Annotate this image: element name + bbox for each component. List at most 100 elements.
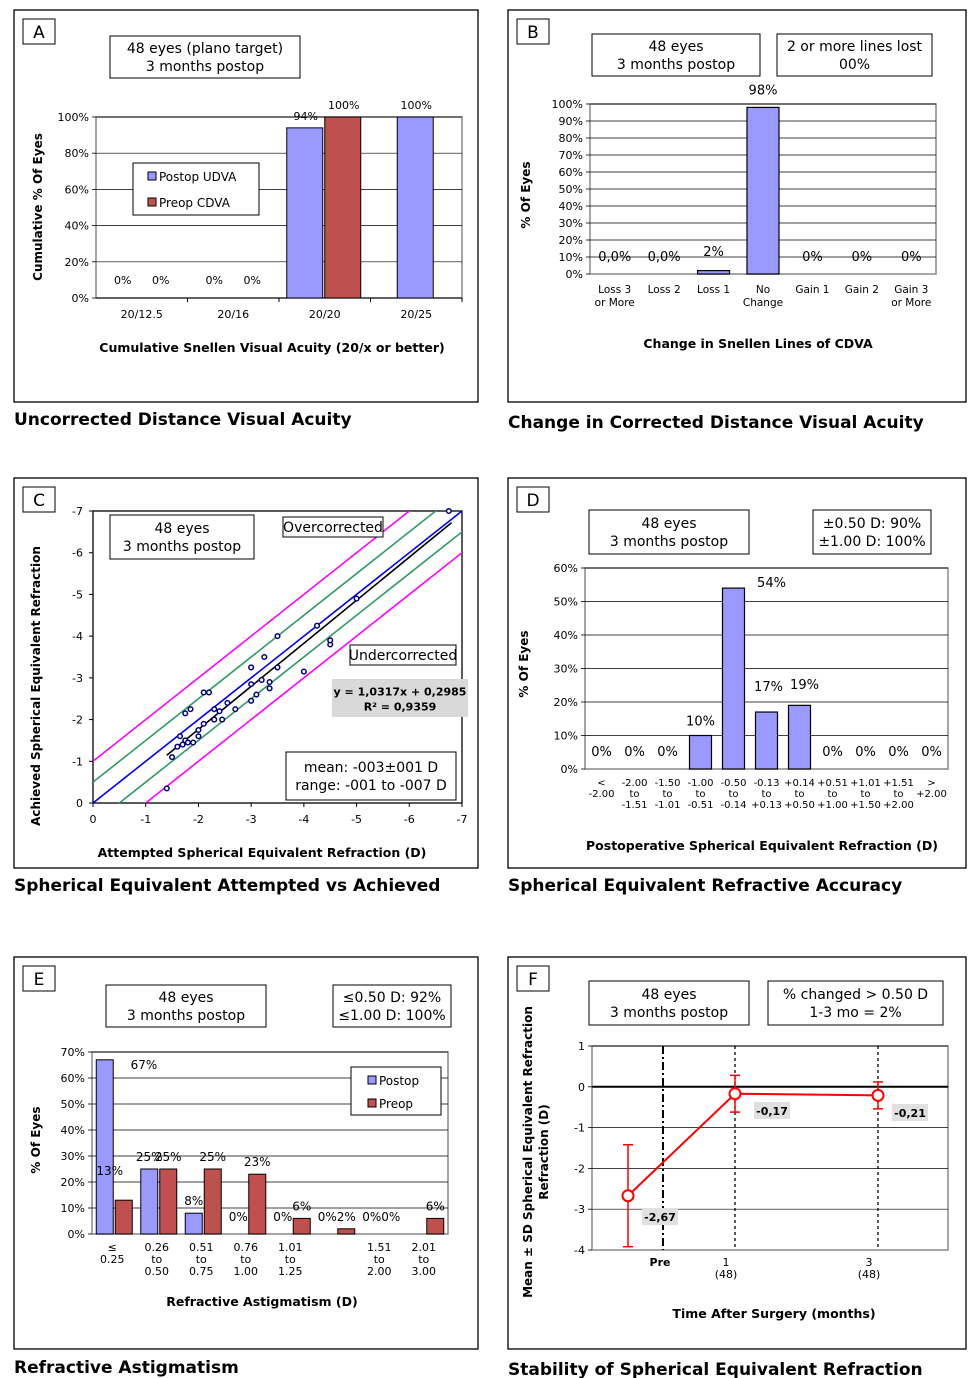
x-tick-label: or More [595, 297, 635, 309]
scatter-point [313, 622, 321, 629]
scatter-point [184, 739, 191, 746]
panel-letter: F [528, 970, 538, 990]
legend-swatch [367, 1098, 377, 1108]
x-axis-title: Postoperative Spherical Equivalent Refra… [586, 838, 938, 853]
x-tick-label: Loss 1 [697, 284, 730, 296]
y-tick-label: 0% [68, 1228, 85, 1241]
scatter-point [219, 716, 226, 723]
scatter-point [179, 741, 186, 748]
scatter-point [253, 691, 260, 698]
data-label: 0,0% [648, 250, 681, 265]
scatter-point [200, 689, 207, 696]
y-tick-label: -6 [72, 547, 83, 560]
bar [754, 711, 779, 770]
panel-letter-box [22, 965, 56, 992]
y-tick-label: 100% [552, 98, 583, 111]
x-tick-label: to [695, 789, 705, 800]
x-tick-label: -1.50 [655, 778, 681, 789]
y-tick-label: 20% [559, 234, 583, 247]
info-box [332, 984, 452, 1028]
scatter-point [187, 706, 194, 713]
bar [787, 704, 812, 770]
info-box [349, 644, 457, 666]
panel-caption: Spherical Equivalent Attempted vs Achiev… [14, 876, 440, 896]
y-tick-label: -1 [574, 1122, 585, 1135]
x-tick-label: -3 [246, 813, 257, 826]
info-box-text: 48 eyes [641, 516, 696, 532]
panel-letter-box [22, 18, 56, 45]
info-box-text: ≤0.50 D: 92% [343, 990, 441, 1006]
scatter-point [169, 754, 176, 761]
y-tick-label: 30% [559, 217, 583, 230]
x-tick-label: < [597, 778, 605, 789]
panel-letter: D [526, 491, 539, 511]
y-axis-title: % Of Eyes [29, 1106, 43, 1173]
x-tick-label: to [151, 1253, 162, 1266]
y-tick-label: 80% [559, 132, 583, 145]
x-tick-label: -1.00 [688, 778, 714, 789]
reference-line [93, 511, 462, 803]
x-tick-label: 1.00 [234, 1265, 259, 1278]
panel-frame [13, 956, 479, 1350]
data-label: 0% [318, 1210, 337, 1224]
x-tick-label: -7 [457, 813, 468, 826]
data-label: 0% [114, 274, 131, 287]
panel-frame [507, 9, 967, 403]
panel-c: C Spherical Equivalent Attempted vs Achie… [13, 477, 479, 896]
data-label: 100% [401, 99, 432, 112]
info-box-text: range: -001 to -007 D [295, 778, 447, 794]
info-box-text: 3 months postop [146, 59, 264, 75]
bar [184, 1212, 203, 1235]
data-label: 0% [888, 745, 909, 760]
y-tick-label: 70% [61, 1046, 85, 1059]
x-tick-label: 0.51 [189, 1241, 214, 1254]
x-tick-label: to [374, 1253, 385, 1266]
x-tick-label: > [927, 778, 935, 789]
x-tick-label: 20/12.5 [121, 308, 163, 321]
data-label: 0% [802, 250, 823, 265]
y-tick-label: 1 [578, 1040, 585, 1053]
y-tick-label: 50% [554, 596, 578, 609]
info-box-text: 48 eyes [158, 990, 213, 1006]
y-axis-title: Mean ± SD Spherical Equivalent Refractio… [521, 1006, 535, 1298]
bar [746, 106, 780, 275]
x-tick-label: Gain 3 [894, 284, 928, 296]
scatter-point [445, 507, 452, 515]
info-box-text: 3 months postop [127, 1008, 245, 1024]
data-label: 13% [96, 1164, 123, 1178]
legend-swatch [147, 197, 157, 207]
x-tick-label: -6 [404, 813, 415, 826]
y-axis-title-line2: Refraction (D) [537, 1104, 551, 1199]
scatter-point [248, 664, 255, 671]
x-tick-label: 1.51 [367, 1241, 392, 1254]
bar [95, 1059, 114, 1235]
y-tick-label: -7 [72, 505, 83, 518]
data-label: 0% [244, 274, 261, 287]
y-tick-label: 10% [554, 730, 578, 743]
data-label: 67% [131, 1058, 158, 1072]
data-label: 6% [292, 1199, 311, 1213]
scatter-point [205, 689, 213, 696]
data-label: 0% [381, 1210, 400, 1224]
x-tick-label: -0.50 [721, 778, 747, 789]
y-tick-label: -2 [72, 714, 83, 727]
x-tick-label: Loss 2 [648, 284, 681, 296]
x-axis-title: Cumulative Snellen Visual Acuity (20/x o… [99, 340, 444, 355]
y-tick-label: 60% [554, 562, 578, 575]
x-tick-label: 1.25 [278, 1265, 303, 1278]
y-axis-title: % Of Eyes [517, 630, 531, 697]
x-tick-label: +0.13 [751, 800, 782, 811]
x-tick-label: -1 [140, 813, 151, 826]
bar [248, 1173, 267, 1235]
legend-label: Postop UDVA [159, 170, 237, 184]
y-tick-label: 40% [554, 629, 578, 642]
data-label: -0,21 [894, 1107, 926, 1120]
scatter-point [327, 637, 334, 644]
info-box-text: ≤1.00 D: 100% [338, 1008, 445, 1024]
x-tick-label: to [728, 789, 738, 800]
y-tick-label: 20% [554, 696, 578, 709]
data-label-bg [754, 1102, 790, 1119]
x-axis-title: Time After Surgery (months) [672, 1306, 875, 1321]
scatter-point [163, 785, 170, 792]
